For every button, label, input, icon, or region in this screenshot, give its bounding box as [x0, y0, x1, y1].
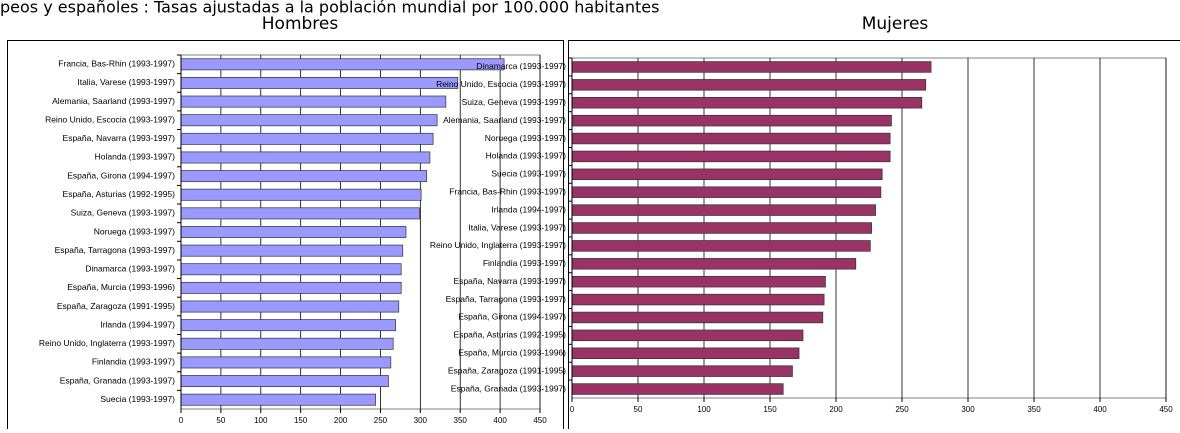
bar [181, 152, 430, 163]
y-tick-label: Suecia (1993-1997) [100, 394, 175, 404]
bar [572, 133, 890, 144]
bar [181, 245, 403, 256]
bar [572, 241, 870, 252]
y-tick-label: España, Tarragona (1993-1997) [55, 245, 176, 255]
y-tick-label: Alemania, Saarland (1993-1997) [52, 96, 175, 106]
y-tick-label: Reino Unido, Inglaterra (1993-1997) [430, 240, 566, 250]
bar [572, 151, 890, 162]
bar [181, 115, 437, 126]
x-tick-label: 300 [414, 416, 428, 425]
y-tick-label: Italia, Varese (1993-1997) [468, 222, 566, 232]
y-tick-label: España, Girona (1994-1997) [458, 312, 566, 322]
y-tick-label: Finlandia (1993-1997) [92, 357, 175, 367]
bar [572, 294, 824, 305]
bar [572, 169, 882, 180]
y-tick-label: España, Zaragoza (1991-1995) [448, 365, 566, 375]
x-tick-label: 200 [829, 405, 843, 414]
x-tick-label: 100 [697, 405, 711, 414]
bar [572, 384, 783, 395]
bar [572, 330, 803, 341]
x-tick-label: 450 [1159, 405, 1173, 414]
y-tick-label: Francia, Bas-Rhin (1993-1997) [58, 59, 175, 69]
y-tick-label: Noruega (1993-1997) [94, 226, 175, 236]
bar [572, 366, 792, 377]
x-tick-label: 100 [254, 416, 268, 425]
bar [181, 338, 393, 349]
x-tick-label: 50 [634, 405, 643, 414]
bar [181, 59, 504, 70]
y-tick-label: Francia, Bas-Rhin (1993-1997) [449, 186, 566, 196]
y-tick-label: Italia, Varese (1993-1997) [77, 77, 175, 87]
y-tick-label: España, Granada (1993-1997) [451, 383, 566, 393]
y-tick-label: España, Navarra (1993-1997) [63, 133, 176, 143]
x-tick-label: 350 [1027, 405, 1041, 414]
bar [181, 77, 458, 88]
y-tick-label: Suiza, Geneva (1993-1997) [71, 208, 176, 218]
y-tick-label: Dinamarca (1993-1997) [85, 264, 175, 274]
bar [181, 226, 406, 237]
bar [572, 348, 799, 359]
y-tick-label: Irlanda (1994-1997) [491, 204, 566, 214]
y-tick-label: España, Asturias (1992-1995) [63, 189, 176, 199]
y-tick-label: Irlanda (1994-1997) [100, 319, 175, 329]
x-tick-label: 250 [374, 416, 388, 425]
x-tick-label: 150 [294, 416, 308, 425]
y-tick-label: Suecia (1993-1997) [491, 169, 566, 179]
x-tick-label: 400 [493, 416, 507, 425]
x-tick-label: 350 [454, 416, 468, 425]
y-tick-label: Holanda (1993-1997) [95, 152, 176, 162]
bar [181, 96, 446, 107]
bar [181, 375, 388, 386]
bar [181, 208, 420, 219]
bar [181, 282, 401, 293]
y-tick-label: Suiza, Geneva (1993-1997) [462, 97, 567, 107]
x-tick-label: 150 [763, 405, 777, 414]
bar [181, 133, 433, 144]
bar [572, 187, 881, 198]
x-tick-label: 250 [895, 405, 909, 414]
y-tick-label: España, Zaragoza (1991-1995) [57, 301, 175, 311]
chart-subtitle: Mujeres [862, 14, 929, 34]
x-tick-label: 0 [179, 416, 184, 425]
y-tick-label: España, Granada (1993-1997) [60, 375, 175, 385]
y-tick-label: España, Navarra (1993-1997) [454, 276, 567, 286]
y-tick-label: Alemania, Saarland (1993-1997) [443, 115, 566, 125]
bar [572, 312, 823, 323]
bar [181, 171, 427, 182]
y-tick-label: Noruega (1993-1997) [485, 133, 566, 143]
y-tick-label: España, Tarragona (1993-1997) [446, 294, 567, 304]
y-tick-label: España, Asturias (1992-1995) [454, 330, 567, 340]
bar [572, 223, 872, 234]
bar [572, 62, 931, 73]
y-tick-label: Reino Unido, Inglaterra (1993-1997) [39, 338, 175, 348]
x-tick-label: 200 [334, 416, 348, 425]
bar [181, 320, 396, 331]
y-tick-label: Dinamarca (1993-1997) [476, 61, 566, 71]
y-tick-label: España, Murcia (1993-1996) [67, 282, 175, 292]
bar [181, 301, 399, 312]
bar [572, 276, 825, 287]
bar [181, 264, 401, 275]
bar [572, 79, 926, 90]
y-tick-label: Reino Unido, Escocia (1993-1997) [45, 114, 175, 124]
y-tick-label: España, Murcia (1993-1996) [458, 348, 566, 358]
x-tick-label: 50 [216, 416, 225, 425]
x-tick-label: 300 [961, 405, 975, 414]
x-tick-label: 450 [533, 416, 547, 425]
chart-subtitle: Hombres [262, 14, 339, 34]
bar [572, 205, 876, 216]
y-tick-label: España, Girona (1994-1997) [67, 170, 175, 180]
y-tick-label: Finlandia (1993-1997) [483, 258, 566, 268]
x-tick-label: 0 [570, 405, 575, 414]
bar [181, 189, 421, 200]
bar [181, 394, 376, 405]
bar [181, 357, 391, 368]
bar [572, 258, 856, 269]
x-tick-label: 400 [1093, 405, 1107, 414]
bar [572, 115, 891, 126]
y-tick-label: Reino Unido, Escocia (1993-1997) [436, 79, 566, 89]
bar [572, 97, 922, 108]
y-tick-label: Holanda (1993-1997) [486, 151, 567, 161]
